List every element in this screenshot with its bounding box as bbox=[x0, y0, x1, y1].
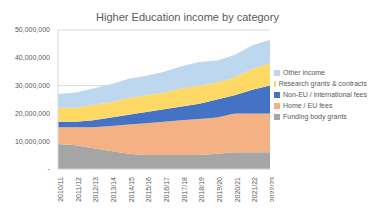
svg-text:2012/13: 2012/13 bbox=[92, 177, 99, 202]
html-text:Non-EU / international fees: Non-EU / international fees bbox=[283, 91, 367, 98]
svg-text:2016/17: 2016/17 bbox=[163, 177, 170, 202]
svg-text:50,000,000: 50,000,000 bbox=[15, 26, 50, 33]
html-text:Higher Education income by cat: Higher Education income by category bbox=[96, 11, 279, 23]
svg-text:2015/16: 2015/16 bbox=[145, 177, 152, 202]
svg-text:2010/11: 2010/11 bbox=[57, 177, 64, 202]
svg-text:2021/22: 2021/22 bbox=[251, 177, 258, 202]
svg-text:2022/23: 2022/23 bbox=[269, 177, 274, 202]
html-text:Other income: Other income bbox=[283, 69, 325, 76]
svg-text:2017/18: 2017/18 bbox=[181, 177, 188, 202]
html-text:Home / EU fees: Home / EU fees bbox=[283, 102, 333, 109]
svg-text:20,000,000: 20,000,000 bbox=[15, 110, 50, 117]
svg-text:10,000,000: 10,000,000 bbox=[15, 138, 50, 145]
svg-text:2014/15: 2014/15 bbox=[128, 177, 135, 202]
svg-text:40,000,000: 40,000,000 bbox=[15, 54, 50, 61]
html-text:Funding body grants: Funding body grants bbox=[283, 113, 347, 120]
svg-text:30,000,000: 30,000,000 bbox=[15, 82, 50, 89]
svg-text:2018/19: 2018/19 bbox=[198, 177, 205, 202]
html-text:Research grants & contracts: Research grants & contracts bbox=[278, 80, 367, 87]
svg-text:2019/20: 2019/20 bbox=[216, 177, 223, 202]
svg-text:2013/14: 2013/14 bbox=[110, 177, 117, 202]
svg-text:2011/12: 2011/12 bbox=[75, 177, 82, 202]
svg-text:-: - bbox=[48, 165, 51, 172]
svg-text:2020/21: 2020/21 bbox=[234, 177, 241, 202]
